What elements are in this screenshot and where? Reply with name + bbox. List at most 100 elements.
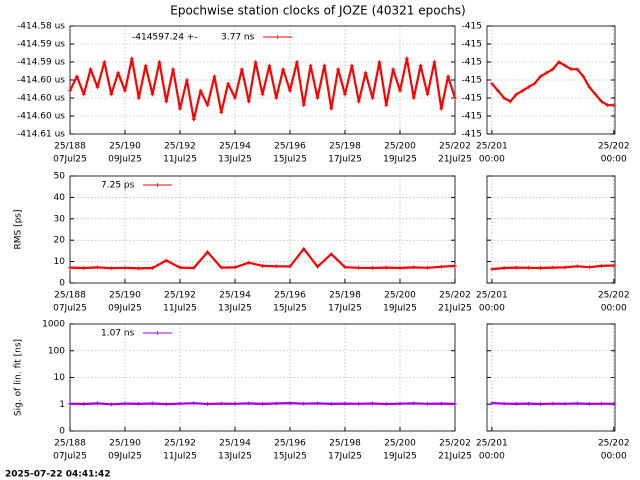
point-marker — [246, 260, 251, 265]
point-marker — [575, 67, 580, 72]
point-marker — [411, 96, 416, 100]
point-marker — [95, 85, 100, 90]
point-marker — [425, 265, 430, 270]
point-marker — [246, 401, 251, 406]
point-marker — [260, 92, 265, 97]
point-marker — [526, 265, 531, 270]
point-marker — [550, 265, 555, 270]
x-tick-label: 25/202 — [439, 291, 471, 301]
x-tick-label: 25/201 — [476, 142, 508, 152]
legend-marker — [155, 183, 160, 187]
point-marker — [432, 60, 437, 64]
point-marker — [157, 60, 162, 64]
x-tick-label: 25/202 — [598, 291, 630, 301]
point-marker — [274, 96, 279, 100]
x-tick-date: 15Jul25 — [273, 304, 307, 314]
point-marker — [538, 402, 543, 407]
point-marker — [502, 266, 507, 271]
y-tick-label: -415 — [462, 22, 482, 32]
point-marker — [563, 63, 568, 68]
point-marker — [109, 92, 114, 97]
x-tick-date: 13Jul25 — [218, 155, 252, 165]
x-tick-label: 25/194 — [219, 291, 251, 301]
point-marker — [398, 401, 402, 406]
x-tick-label: 25/196 — [274, 142, 306, 152]
point-marker — [191, 401, 196, 406]
y-tick-label: 100 — [48, 346, 65, 356]
x-tick-label: 25/198 — [329, 439, 361, 449]
point-marker — [411, 265, 416, 270]
x-tick-label: 25/198 — [329, 291, 361, 301]
x-tick-label: 25/188 — [54, 291, 86, 301]
plot-frame — [486, 323, 616, 432]
x-tick-label: 25/200 — [384, 142, 416, 152]
point-marker — [599, 401, 604, 406]
point-marker — [164, 258, 169, 263]
point-marker — [219, 401, 224, 406]
point-marker — [336, 67, 341, 72]
x-tick-label: 25/201 — [476, 439, 508, 449]
y-tick-label: 1000 — [42, 320, 65, 330]
y-tick-label: -414.60 us — [17, 94, 65, 104]
point-marker — [587, 401, 592, 406]
point-marker — [343, 401, 347, 406]
x-tick-date: 11Jul25 — [163, 304, 197, 314]
point-marker — [136, 96, 141, 100]
plot-frame — [486, 175, 616, 284]
point-marker — [301, 103, 306, 108]
y-tick-label: 20 — [54, 236, 66, 246]
point-marker — [178, 106, 182, 111]
point-marker — [343, 265, 347, 270]
point-marker — [611, 401, 616, 406]
x-tick-label: 25/202 — [439, 439, 471, 449]
point-marker — [356, 265, 361, 270]
point-marker — [274, 264, 279, 269]
point-marker — [349, 63, 354, 68]
point-marker — [550, 401, 555, 406]
point-marker — [508, 99, 513, 104]
point-marker — [544, 70, 549, 75]
point-marker — [246, 99, 251, 104]
point-marker — [116, 70, 121, 75]
point-marker — [611, 263, 616, 268]
point-marker — [288, 88, 292, 93]
point-marker — [226, 81, 231, 86]
point-marker — [274, 401, 279, 406]
x-tick-label: 25/192 — [164, 142, 196, 152]
x-tick-date: 11Jul25 — [163, 452, 197, 462]
y-tick-label: -415 — [462, 40, 482, 50]
point-marker — [260, 263, 265, 268]
point-marker — [418, 63, 423, 68]
point-marker — [370, 96, 375, 100]
point-marker — [95, 401, 100, 406]
point-marker — [563, 401, 568, 406]
x-tick-label: 25/202 — [439, 142, 471, 152]
x-tick-date: 00:00 — [479, 155, 505, 165]
point-marker — [363, 70, 368, 75]
point-marker — [88, 67, 93, 72]
point-marker — [489, 267, 494, 272]
x-tick-date: 21Jul25 — [438, 304, 472, 314]
y-tick-label: 30 — [54, 214, 66, 224]
point-marker — [489, 401, 494, 406]
point-marker — [599, 263, 604, 268]
point-marker — [526, 85, 531, 90]
x-tick-label: 25/202 — [598, 439, 630, 449]
point-marker — [123, 88, 127, 93]
point-marker — [514, 401, 519, 406]
point-marker — [123, 265, 127, 270]
y-tick-label: -414.60 us — [17, 112, 65, 122]
x-tick-date: 07Jul25 — [53, 155, 87, 165]
x-tick-label: 25/194 — [219, 439, 251, 449]
point-marker — [68, 401, 72, 406]
point-marker — [329, 106, 334, 111]
point-marker — [129, 56, 134, 61]
x-tick-date: 00:00 — [479, 304, 505, 314]
point-marker — [425, 92, 430, 97]
point-marker — [219, 110, 224, 115]
x-tick-date: 15Jul25 — [273, 155, 307, 165]
legend-marker — [275, 35, 280, 39]
point-marker — [575, 401, 580, 406]
legend-text: -414597.24 +- — [132, 33, 198, 43]
